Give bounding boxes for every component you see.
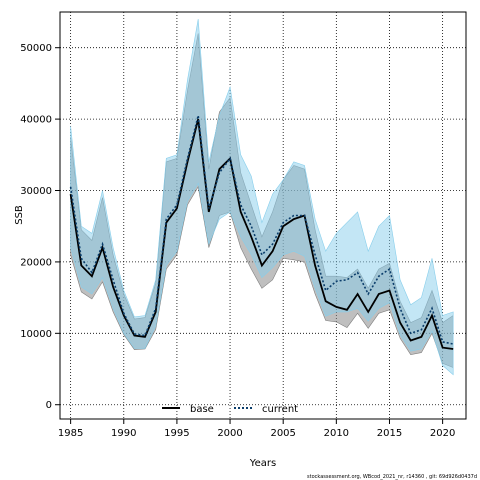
y-tick-label: 20000	[20, 257, 52, 268]
y-tick-label: 0	[46, 400, 52, 411]
y-tick-label: 50000	[20, 43, 52, 54]
x-tick-label: 1985	[58, 428, 83, 439]
line-base	[69, 118, 454, 350]
x-tick-label: 2005	[270, 428, 295, 439]
grid	[60, 12, 466, 419]
x-tick-label: 2010	[324, 428, 349, 439]
confidence-bands	[70, 19, 454, 376]
x-tick-label: 2015	[377, 428, 402, 439]
legend-label-current: current	[262, 404, 298, 415]
y-tick-label: 10000	[20, 329, 52, 340]
x-tick-label: 2020	[430, 428, 455, 439]
series-lines	[69, 115, 454, 350]
x-tick-label: 1995	[164, 428, 189, 439]
x-axis-title: Years	[249, 458, 276, 469]
legend-label-base: base	[190, 404, 214, 415]
x-tick-label: 2000	[217, 428, 242, 439]
y-axis-title: SSB	[14, 205, 25, 225]
band-current	[70, 19, 454, 376]
x-tick-label: 1990	[111, 428, 136, 439]
y-tick-label: 30000	[20, 186, 52, 197]
line-current	[69, 115, 454, 345]
footnote: stockassessment.org, WBcod_2021_nr, r143…	[307, 474, 477, 480]
axis-ticks: 1985 1990 1995 2000 2005 2010 2015 2020 0 10000 20…	[20, 43, 455, 439]
legend: base current	[162, 404, 298, 415]
y-tick-label: 40000	[20, 115, 52, 126]
plot-frame	[59, 11, 467, 420]
